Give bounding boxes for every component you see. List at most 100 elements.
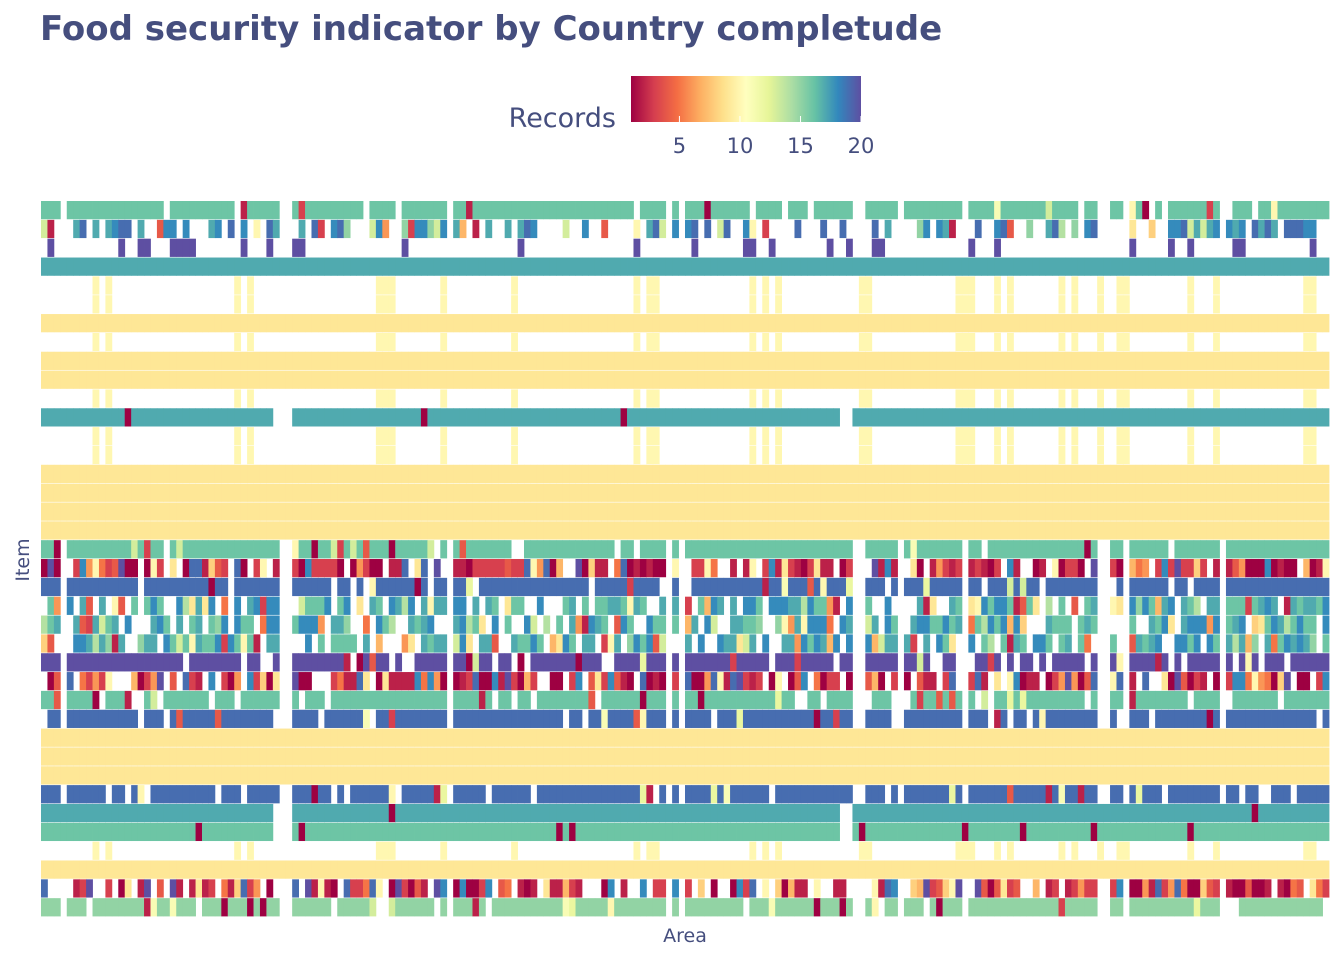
heatmap-cell bbox=[672, 408, 679, 427]
heatmap-cell bbox=[466, 803, 473, 823]
heatmap-cell bbox=[575, 803, 583, 823]
heatmap-cell bbox=[1077, 408, 1085, 427]
heatmap-cell bbox=[1245, 559, 1253, 578]
heatmap-cell bbox=[1155, 314, 1162, 333]
heatmap-cell bbox=[1116, 540, 1124, 559]
heatmap-cell bbox=[987, 577, 995, 597]
heatmap-cell bbox=[949, 521, 956, 540]
heatmap-cell bbox=[1264, 219, 1272, 239]
heatmap-cell bbox=[633, 766, 641, 785]
heatmap-cell bbox=[1283, 634, 1291, 653]
heatmap-cell bbox=[73, 785, 81, 804]
heatmap-cell bbox=[195, 502, 203, 521]
heatmap-cell bbox=[549, 483, 557, 502]
heatmap-cell bbox=[607, 201, 615, 220]
heatmap-cell bbox=[337, 653, 345, 672]
heatmap-cell bbox=[137, 464, 145, 484]
heatmap-cell bbox=[633, 709, 641, 728]
heatmap-cell bbox=[891, 785, 898, 804]
heatmap-cell bbox=[478, 822, 486, 842]
heatmap-cell bbox=[1058, 559, 1066, 578]
heatmap-cell bbox=[1052, 803, 1059, 823]
heatmap-cell bbox=[79, 502, 87, 521]
heatmap-cell bbox=[1296, 464, 1304, 484]
heatmap-cell bbox=[375, 540, 383, 559]
heatmap-cell bbox=[1264, 257, 1272, 276]
heatmap-cell bbox=[974, 559, 982, 578]
heatmap-cell bbox=[839, 577, 847, 597]
heatmap-cell bbox=[433, 502, 441, 521]
heatmap-cell bbox=[221, 577, 229, 597]
heatmap-cell bbox=[1213, 219, 1220, 239]
heatmap-cell bbox=[1110, 709, 1117, 728]
heatmap-cell bbox=[1322, 408, 1330, 427]
heatmap-cell bbox=[420, 559, 428, 578]
heatmap-cell bbox=[433, 219, 441, 239]
heatmap-cell bbox=[195, 690, 203, 710]
heatmap-cell bbox=[259, 822, 267, 842]
heatmap-cell bbox=[1110, 766, 1117, 785]
heatmap-cell bbox=[981, 709, 989, 728]
heatmap-cell bbox=[105, 314, 113, 333]
heatmap-cell bbox=[491, 314, 499, 333]
heatmap-cell bbox=[1187, 672, 1195, 691]
heatmap-cell bbox=[704, 653, 712, 672]
heatmap-cell bbox=[53, 577, 61, 597]
heatmap-cell bbox=[382, 427, 390, 446]
heatmap-cell bbox=[466, 559, 473, 578]
heatmap-cell bbox=[98, 521, 106, 540]
heatmap-cell bbox=[266, 502, 274, 521]
heatmap-cell bbox=[1097, 766, 1104, 785]
heatmap-cell bbox=[936, 502, 943, 521]
heatmap-cell bbox=[92, 370, 100, 389]
heatmap-cell bbox=[736, 672, 744, 691]
heatmap-cell bbox=[923, 634, 931, 653]
heatmap-cell bbox=[369, 577, 377, 597]
heatmap-cell bbox=[794, 314, 802, 333]
heatmap-cell bbox=[923, 690, 931, 710]
heatmap-cell bbox=[150, 408, 158, 427]
heatmap-cell bbox=[697, 822, 705, 842]
heatmap-cell bbox=[974, 201, 982, 220]
heatmap-cell bbox=[1013, 314, 1021, 333]
heatmap-cell bbox=[105, 389, 113, 408]
heatmap-cell bbox=[504, 766, 512, 785]
heatmap-cell bbox=[1251, 766, 1259, 785]
heatmap-cell bbox=[1303, 257, 1311, 276]
heatmap-cell bbox=[311, 596, 319, 615]
heatmap-cell bbox=[736, 483, 744, 502]
heatmap-cell bbox=[672, 483, 679, 502]
heatmap-cell bbox=[620, 408, 628, 427]
heatmap-cell bbox=[124, 709, 132, 728]
heatmap-cell bbox=[53, 615, 61, 634]
heatmap-cell bbox=[871, 672, 879, 691]
heatmap-cell bbox=[1058, 577, 1066, 597]
heatmap-cell bbox=[871, 822, 879, 842]
heatmap-cell bbox=[742, 502, 750, 521]
heatmap-cell bbox=[1064, 822, 1072, 842]
heatmap-cell bbox=[311, 201, 319, 220]
heatmap-cell bbox=[1052, 540, 1059, 559]
heatmap-cell bbox=[755, 596, 763, 615]
heatmap-cell bbox=[730, 785, 737, 804]
heatmap-cell bbox=[1238, 521, 1246, 540]
heatmap-cell bbox=[1084, 351, 1092, 370]
heatmap-cell bbox=[491, 351, 499, 370]
heatmap-cell bbox=[169, 803, 177, 823]
heatmap-cell bbox=[491, 464, 499, 484]
heatmap-cell bbox=[1251, 351, 1259, 370]
heatmap-cell bbox=[839, 201, 847, 220]
heatmap-cell bbox=[607, 634, 615, 653]
heatmap-cell bbox=[614, 747, 621, 766]
heatmap-cell bbox=[1309, 257, 1317, 276]
heatmap-cell bbox=[485, 201, 493, 220]
heatmap-cell bbox=[182, 634, 190, 653]
heatmap-cell bbox=[305, 464, 312, 484]
heatmap-cell bbox=[1283, 709, 1291, 728]
heatmap-cell bbox=[150, 747, 158, 766]
heatmap-cell bbox=[234, 370, 242, 389]
heatmap-cell bbox=[594, 201, 602, 220]
heatmap-cell bbox=[871, 351, 879, 370]
heatmap-cell bbox=[1135, 502, 1143, 521]
heatmap-cell bbox=[1045, 690, 1053, 710]
